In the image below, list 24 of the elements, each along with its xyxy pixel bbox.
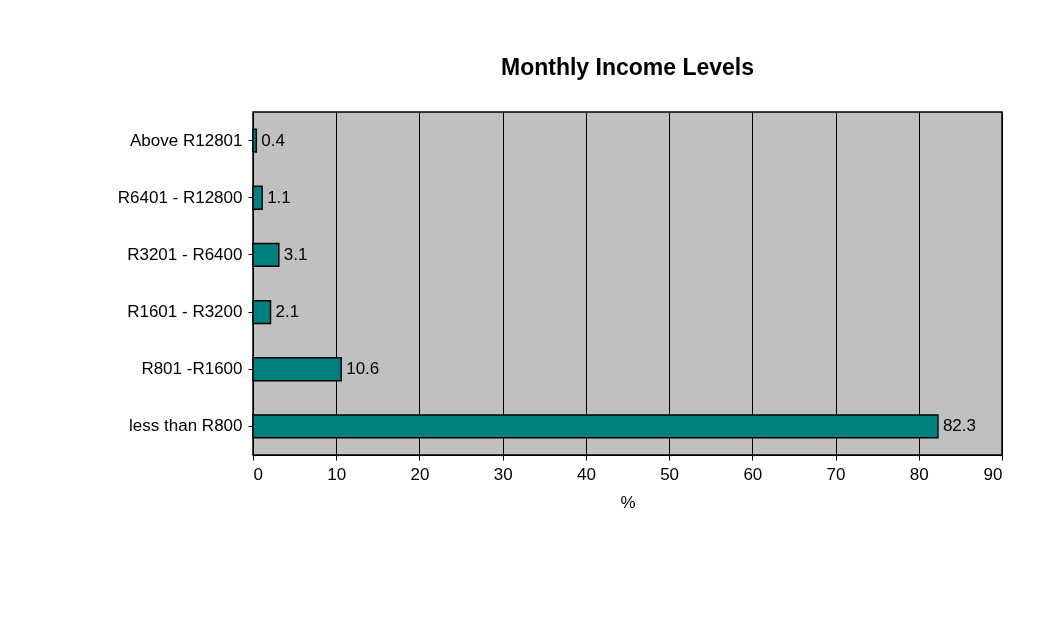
x-tick-label: 30: [493, 464, 513, 484]
x-tick-label: 90: [983, 464, 1003, 484]
x-tick-label: 40: [576, 464, 596, 484]
data-label: 82.3: [942, 416, 977, 436]
data-label: 1.1: [267, 187, 291, 207]
data-label: 10.6: [346, 359, 380, 379]
x-tick-label: 50: [660, 464, 680, 484]
y-tick-label: R3201 - R6400: [127, 244, 243, 264]
x-tick-label: 70: [826, 464, 846, 484]
x-tick-label: 80: [909, 464, 929, 484]
y-tick-label: R1601 - R3200: [127, 302, 243, 322]
y-tick-label: Above R12801: [130, 130, 243, 150]
x-tick-label: 20: [410, 464, 430, 484]
chart-title: Monthly Income Levels: [500, 54, 755, 80]
x-tick-label: 60: [743, 464, 763, 484]
y-tick-label: R6401 - R12800: [117, 187, 243, 207]
x-axis-title: %: [620, 492, 636, 512]
x-tick-label: 10: [327, 464, 347, 484]
y-tick-label: R801 -R1600: [141, 359, 243, 379]
y-tick-label: less than R800: [129, 416, 243, 436]
data-label: 2.1: [275, 302, 300, 322]
data-label: 0.4: [261, 130, 285, 150]
x-tick-label: 0: [253, 464, 263, 484]
data-label: 3.1: [283, 244, 308, 264]
